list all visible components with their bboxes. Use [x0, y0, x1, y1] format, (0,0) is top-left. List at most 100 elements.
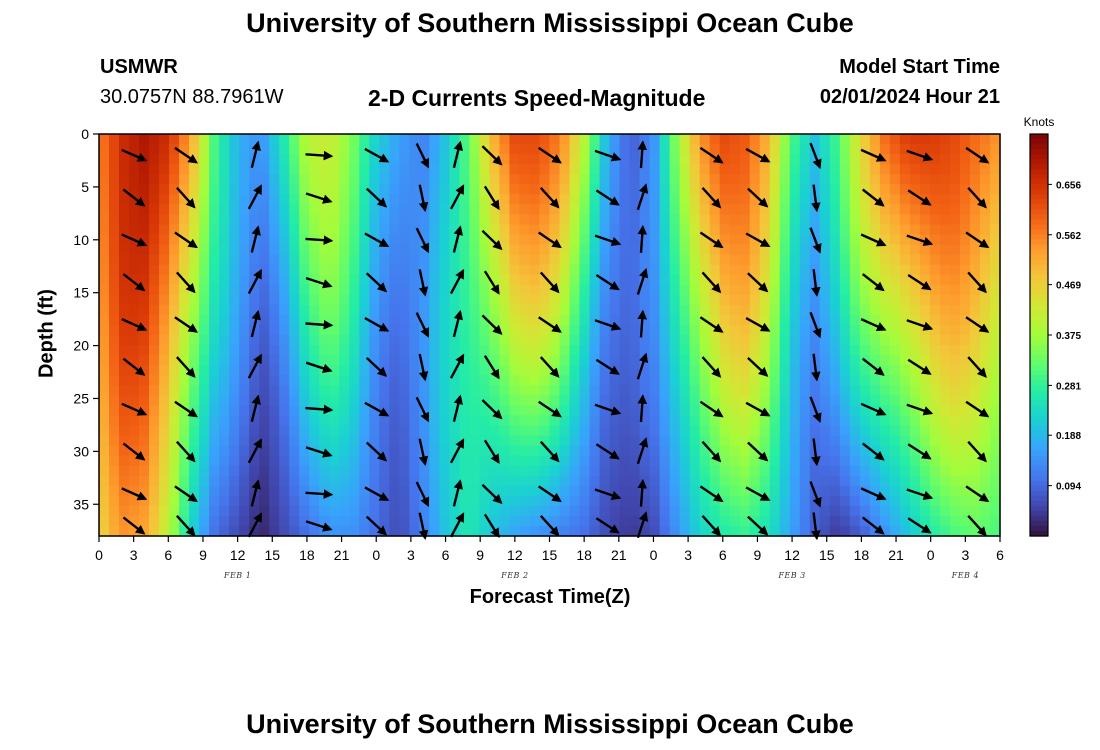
heatmap-cell	[239, 335, 250, 346]
heatmap-cell	[759, 465, 771, 477]
heatmap-cell	[279, 144, 290, 155]
heatmap-cell	[489, 475, 501, 487]
heatmap-cell	[559, 184, 571, 195]
heatmap-cell	[939, 194, 951, 205]
heatmap-cell	[309, 455, 320, 467]
heatmap-cell	[269, 375, 280, 386]
colorbar-swatch	[1030, 304, 1048, 311]
heatmap-cell	[449, 204, 460, 215]
heatmap-cell	[569, 335, 581, 346]
heatmap-cell	[479, 455, 491, 467]
heatmap-cell	[799, 375, 811, 386]
heatmap-cell	[809, 294, 821, 306]
heatmap-cell	[729, 254, 741, 266]
heatmap-cell	[139, 204, 150, 215]
heatmap-cell	[949, 335, 961, 346]
heatmap-cell	[589, 505, 601, 517]
heatmap-cell	[559, 375, 571, 386]
heatmap-cell	[539, 505, 551, 517]
heatmap-cell	[619, 505, 631, 517]
heatmap-cell	[569, 425, 581, 437]
heatmap-cell	[959, 214, 971, 226]
heatmap-cell	[639, 415, 651, 427]
heatmap-cell	[589, 294, 601, 306]
heatmap-cell	[879, 515, 891, 527]
heatmap-cell	[739, 294, 751, 306]
heatmap-cell	[929, 345, 941, 356]
heatmap-cell	[729, 475, 741, 487]
heatmap-cell	[489, 214, 501, 226]
heatmap-cell	[429, 485, 440, 497]
heatmap-cell	[679, 284, 691, 296]
heatmap-cell	[199, 164, 210, 175]
heatmap-cell	[229, 294, 240, 306]
heatmap-cell	[749, 254, 761, 266]
heatmap-cell	[439, 435, 450, 447]
heatmap-cell	[759, 274, 771, 286]
heatmap-cell	[509, 355, 521, 366]
colorbar-swatch	[1030, 440, 1048, 447]
current-vector-arrow	[449, 438, 465, 464]
heatmap-cell	[649, 435, 661, 447]
heatmap-cell	[299, 134, 310, 145]
current-vector-arrow	[595, 189, 620, 206]
heatmap-cell	[949, 294, 961, 306]
heatmap-cell	[699, 435, 711, 447]
heatmap-cell	[479, 375, 491, 386]
heatmap-cell	[899, 134, 911, 145]
heatmap-cell	[159, 194, 170, 205]
heatmap-cell	[559, 134, 571, 145]
heatmap-cell	[399, 314, 410, 326]
heatmap-cell	[129, 294, 140, 306]
heatmap-cell	[939, 154, 951, 165]
heatmap-cell	[429, 375, 440, 386]
heatmap-cell	[889, 355, 901, 366]
heatmap-cell	[909, 475, 921, 487]
heatmap-cell	[829, 395, 841, 406]
heatmap-cell	[469, 415, 481, 427]
colorbar-swatch	[1030, 164, 1048, 170]
current-vector-arrow	[699, 400, 724, 418]
heatmap-cell	[199, 515, 210, 527]
heatmap-cell	[789, 164, 801, 175]
heatmap-cell	[939, 505, 951, 517]
heatmap-cell	[279, 425, 290, 437]
heatmap-cell	[469, 144, 481, 155]
heatmap-cell	[559, 405, 571, 416]
heatmap-cell	[729, 515, 741, 527]
heatmap-cell	[349, 415, 360, 427]
heatmap-cell	[339, 395, 350, 406]
heatmap-cell	[259, 355, 270, 366]
heatmap-cell	[679, 335, 691, 346]
current-vector-arrow	[483, 185, 500, 211]
heatmap-cell	[119, 264, 130, 276]
heatmap-cell	[219, 425, 230, 437]
heatmap-cell	[139, 254, 150, 266]
heatmap-cell	[829, 274, 841, 286]
heatmap-cell	[489, 435, 501, 447]
heatmap-cell	[339, 204, 350, 215]
heatmap-cell	[589, 475, 601, 487]
heatmap-cell	[439, 465, 450, 477]
heatmap-cell	[119, 164, 130, 175]
current-vector-arrow	[174, 485, 198, 503]
heatmap-cell	[389, 365, 400, 376]
heatmap-cell	[699, 375, 711, 386]
heatmap-cell	[989, 495, 1001, 507]
heatmap-cell	[989, 515, 1001, 527]
heatmap-cell	[639, 274, 651, 286]
heatmap-cell	[289, 515, 300, 527]
heatmap-cell	[449, 254, 460, 266]
heatmap-cell	[879, 224, 891, 236]
heatmap-cell	[559, 294, 571, 306]
current-vector-arrow	[809, 227, 822, 254]
heatmap-cell	[589, 204, 601, 215]
heatmap-cell	[169, 234, 180, 246]
heatmap-cell	[889, 505, 901, 517]
heatmap-cell	[659, 264, 671, 276]
heatmap-cell	[849, 234, 861, 246]
heatmap-cell	[169, 184, 180, 195]
heatmap-cell	[469, 445, 481, 457]
heatmap-cell	[859, 164, 871, 175]
heatmap-cell	[339, 345, 350, 356]
